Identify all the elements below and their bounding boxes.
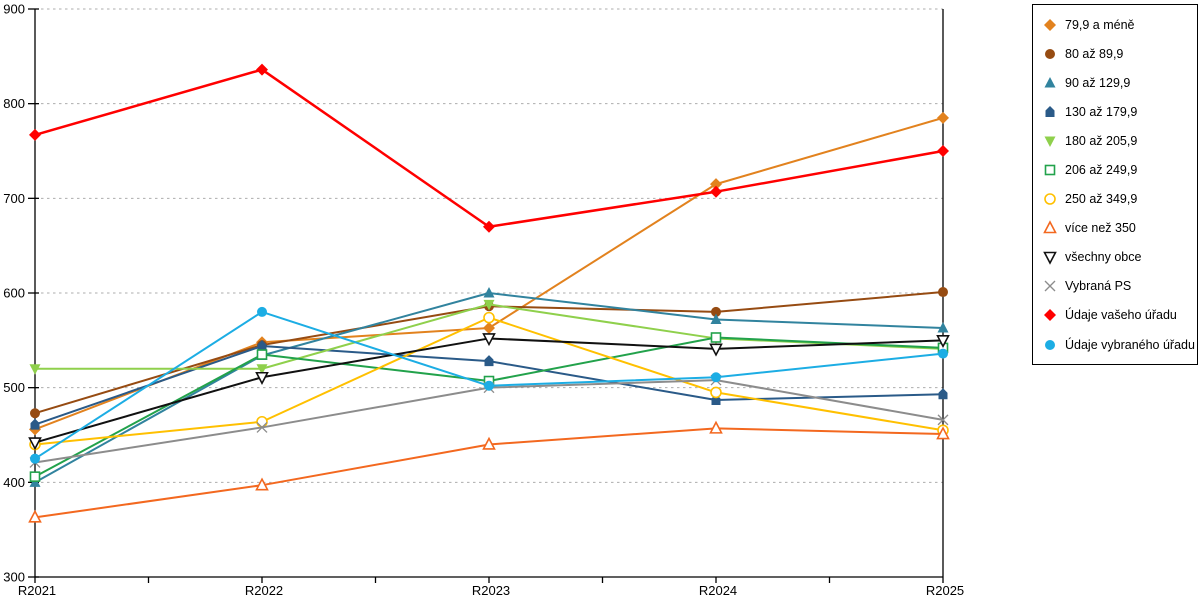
- legend-item-label: 90 až 129,9: [1065, 75, 1131, 90]
- legend-marker-triangle-down-icon: [1043, 251, 1057, 266]
- x-axis: R2021 R2022 R2023 R2024 R2025: [18, 577, 964, 598]
- legend-item-label: Údaje vašeho úřadu: [1065, 308, 1177, 323]
- legend-item-label: Údaje vybraného úřadu: [1065, 337, 1195, 352]
- series-daje-va-eho-adu: [29, 63, 949, 233]
- legend-marker-triangle-up-icon: [1044, 76, 1056, 88]
- legend-marker-diamond-icon: [1044, 309, 1056, 322]
- y-tick-label: 600: [3, 286, 25, 301]
- legend-item-label: 80 až 89,9: [1065, 46, 1124, 61]
- legend-marker-house-icon: [1045, 105, 1055, 117]
- legend-item-label: Vybraná PS: [1065, 279, 1132, 294]
- legend-item: 79,9 a méně: [1033, 10, 1197, 39]
- series-daje-vybran-ho-adu: [30, 306, 948, 464]
- legend-marker-circle-icon: [1045, 48, 1055, 59]
- legend-item: 80 až 89,9: [1033, 39, 1197, 68]
- y-tick-label: 500: [3, 380, 25, 395]
- legend-marker-circle-icon: [1044, 193, 1056, 205]
- x-tick-label: R2025: [926, 583, 964, 598]
- x-tick-label: R2022: [245, 583, 283, 598]
- series-v-ce-ne-350: [28, 420, 950, 523]
- legend-item-label: 180 až 205,9: [1065, 133, 1138, 148]
- legend-item-label: všechny obce: [1065, 250, 1142, 265]
- legend-marker-x-icon: [1044, 280, 1056, 292]
- legend-item: Údaje vašeho úřadu: [1033, 301, 1197, 330]
- legend-marker-diamond-icon: [1044, 18, 1056, 31]
- gridlines: [35, 8, 943, 483]
- y-axis: 300 400 500 600 700 800 900: [3, 2, 39, 585]
- legend-item: 206 až 249,9: [1033, 155, 1197, 184]
- legend-item: 90 až 129,9: [1033, 68, 1197, 97]
- y-tick-label: 400: [3, 475, 25, 490]
- y-tick-label: 700: [3, 191, 25, 206]
- series-v-echny-obce: [28, 333, 950, 451]
- legend-item: Údaje vybraného úřadu: [1033, 330, 1197, 359]
- y-tick-label: 800: [3, 96, 25, 111]
- x-tick-label: R2021: [18, 583, 56, 598]
- y-tick-label: 900: [3, 2, 25, 17]
- legend-item-label: více než 350: [1065, 221, 1136, 236]
- legend-item-label: 206 až 249,9: [1065, 163, 1138, 178]
- legend-item: 130 až 179,9: [1033, 97, 1197, 126]
- legend-marker-triangle-up-icon: [1043, 220, 1057, 234]
- legend-item: 250 až 349,9: [1033, 185, 1197, 214]
- legend-item: všechny obce: [1033, 243, 1197, 272]
- legend-marker-circle-icon: [1045, 339, 1055, 350]
- legend-item: Vybraná PS: [1033, 272, 1197, 301]
- x-tick-label: R2023: [472, 583, 510, 598]
- legend-marker-square-icon: [1044, 164, 1056, 176]
- legend: 79,9 a méně 80 až 89,9 90 až 129,9 130 až 1…: [1032, 4, 1198, 366]
- x-tick-label: R2024: [699, 583, 737, 598]
- legend-item: 180 až 205,9: [1033, 126, 1197, 155]
- legend-item: více než 350: [1033, 214, 1197, 243]
- legend-item-label: 130 až 179,9: [1065, 104, 1138, 119]
- legend-item-label: 250 až 349,9: [1065, 192, 1138, 207]
- legend-marker-triangle-down-icon: [1044, 136, 1056, 147]
- legend-item-label: 79,9 a méně: [1065, 17, 1135, 32]
- y-tick-label: 300: [3, 570, 25, 585]
